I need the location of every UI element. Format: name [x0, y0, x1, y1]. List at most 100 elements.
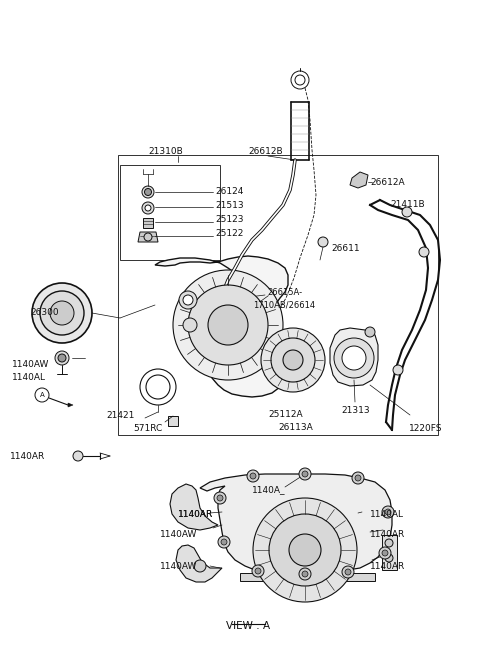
- Circle shape: [318, 237, 328, 247]
- Circle shape: [271, 338, 315, 382]
- Text: 21421: 21421: [106, 411, 134, 420]
- Circle shape: [402, 207, 412, 217]
- Circle shape: [32, 283, 92, 343]
- Circle shape: [385, 554, 393, 562]
- Circle shape: [188, 285, 268, 365]
- Circle shape: [385, 509, 391, 515]
- Polygon shape: [170, 484, 218, 530]
- Text: 1140AL: 1140AL: [12, 373, 46, 382]
- Polygon shape: [155, 256, 288, 397]
- Circle shape: [382, 550, 388, 556]
- Text: 21313: 21313: [341, 406, 370, 415]
- Circle shape: [145, 205, 151, 211]
- Text: 1140AR: 1140AR: [178, 510, 213, 519]
- Circle shape: [73, 451, 83, 461]
- Circle shape: [342, 566, 354, 578]
- Circle shape: [393, 365, 403, 375]
- Circle shape: [173, 270, 283, 380]
- Text: 26124: 26124: [215, 187, 243, 196]
- Circle shape: [342, 346, 366, 370]
- Text: 25123: 25123: [215, 215, 243, 224]
- Text: 25112A: 25112A: [268, 410, 302, 419]
- Text: 21513: 21513: [215, 201, 244, 210]
- Text: 1140AW: 1140AW: [160, 562, 197, 571]
- Circle shape: [255, 568, 261, 574]
- Text: 1140AW: 1140AW: [160, 530, 197, 539]
- Circle shape: [302, 471, 308, 477]
- Text: 1140AR: 1140AR: [370, 530, 405, 539]
- Circle shape: [355, 475, 361, 481]
- Bar: [240, 573, 375, 581]
- Circle shape: [142, 202, 154, 214]
- Text: 1140AL: 1140AL: [370, 510, 404, 519]
- Circle shape: [183, 295, 193, 305]
- Circle shape: [269, 514, 341, 586]
- Bar: [382, 535, 397, 570]
- Circle shape: [183, 318, 197, 332]
- Circle shape: [218, 536, 230, 548]
- Polygon shape: [143, 218, 153, 228]
- Text: 21310B: 21310B: [148, 147, 183, 156]
- Text: 1140AW: 1140AW: [12, 360, 49, 369]
- Circle shape: [58, 354, 66, 362]
- Bar: [120, 165, 220, 260]
- Circle shape: [302, 571, 308, 577]
- Circle shape: [261, 328, 325, 392]
- Polygon shape: [138, 232, 158, 242]
- Text: 1140AR: 1140AR: [370, 562, 405, 571]
- Polygon shape: [330, 328, 378, 386]
- Circle shape: [208, 305, 248, 345]
- Circle shape: [334, 338, 374, 378]
- Text: 26300: 26300: [30, 308, 59, 317]
- Circle shape: [35, 388, 49, 402]
- Circle shape: [140, 369, 176, 405]
- Text: 26113A: 26113A: [278, 423, 313, 432]
- Circle shape: [221, 539, 227, 545]
- Circle shape: [40, 291, 84, 335]
- Circle shape: [217, 495, 223, 501]
- Text: 1140AR: 1140AR: [178, 510, 213, 519]
- Text: 21411B: 21411B: [390, 200, 425, 209]
- Polygon shape: [350, 172, 368, 188]
- Circle shape: [144, 189, 152, 196]
- Text: 26611: 26611: [331, 244, 360, 253]
- Circle shape: [250, 473, 256, 479]
- Circle shape: [253, 498, 357, 602]
- Circle shape: [144, 233, 152, 241]
- Circle shape: [295, 75, 305, 85]
- Text: 1140AR: 1140AR: [10, 452, 45, 461]
- Circle shape: [194, 560, 206, 572]
- Circle shape: [385, 539, 393, 547]
- Circle shape: [146, 375, 170, 399]
- Text: 1140A_: 1140A_: [252, 485, 286, 494]
- Bar: [168, 416, 178, 426]
- Polygon shape: [68, 403, 73, 407]
- Text: 1710AB/26614: 1710AB/26614: [253, 300, 315, 309]
- Text: VIEW : A: VIEW : A: [226, 621, 270, 631]
- Circle shape: [299, 468, 311, 480]
- Circle shape: [289, 534, 321, 566]
- Polygon shape: [176, 545, 222, 582]
- Text: 26612A: 26612A: [370, 178, 405, 187]
- Circle shape: [299, 568, 311, 580]
- Circle shape: [419, 247, 429, 257]
- Bar: [118, 155, 438, 435]
- Text: 571RC: 571RC: [133, 424, 162, 433]
- Circle shape: [379, 547, 391, 559]
- Text: 26612B: 26612B: [248, 147, 283, 156]
- Circle shape: [247, 470, 259, 482]
- Circle shape: [382, 506, 394, 518]
- Circle shape: [283, 350, 303, 370]
- Text: A: A: [40, 392, 44, 398]
- Circle shape: [50, 301, 74, 325]
- Circle shape: [214, 492, 226, 504]
- Circle shape: [179, 291, 197, 309]
- Circle shape: [365, 327, 375, 337]
- Text: 26615A-: 26615A-: [267, 288, 302, 297]
- Circle shape: [352, 472, 364, 484]
- Circle shape: [142, 186, 154, 198]
- Polygon shape: [200, 474, 392, 575]
- Text: 25122: 25122: [215, 229, 243, 238]
- Circle shape: [252, 565, 264, 577]
- Text: 1220FS: 1220FS: [409, 424, 443, 433]
